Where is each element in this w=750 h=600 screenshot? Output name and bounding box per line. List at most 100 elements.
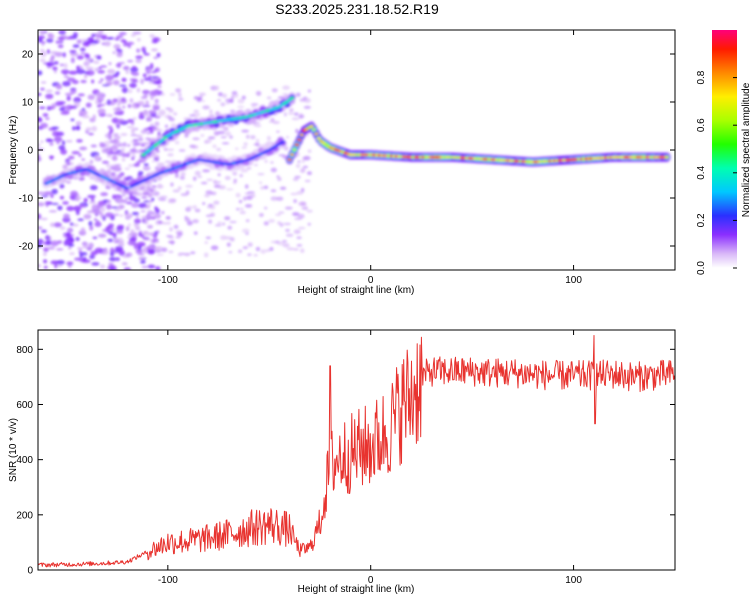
heatmap-cell — [118, 250, 126, 256]
heatmap-cell — [143, 163, 149, 167]
heatmap-cell — [170, 182, 174, 187]
heatmap-cell — [131, 155, 136, 158]
heatmap-cell — [118, 32, 127, 36]
heatmap-cell — [247, 191, 255, 194]
heatmap-cell — [140, 96, 148, 100]
heatmap-cell — [237, 98, 245, 104]
heatmap-cell — [202, 169, 211, 173]
heatmap-cell — [136, 37, 141, 42]
heatmap-cell — [82, 115, 90, 119]
heatmap-cell — [278, 211, 285, 214]
heatmap-cell — [288, 108, 294, 112]
heatmap-cell — [207, 203, 213, 207]
heatmap-cell — [126, 41, 135, 46]
heatmap-cell — [40, 51, 47, 57]
snr-frame — [37, 329, 676, 571]
heatmap-cell — [67, 77, 76, 82]
heatmap-cell — [38, 202, 45, 207]
heatmap-cell — [270, 240, 278, 244]
heatmap-cell — [112, 51, 116, 55]
heatmap-cell — [143, 127, 149, 131]
heatmap-cell — [300, 201, 307, 207]
heatmap-cell — [247, 253, 252, 256]
heatmap-cell — [64, 92, 73, 96]
heatmap-cell — [96, 55, 102, 60]
heatmap-cell — [146, 149, 151, 153]
heatmap-cell — [131, 157, 135, 160]
heatmap-cell — [276, 196, 284, 201]
heatmap-cell — [122, 105, 126, 109]
heatmap-cell — [192, 219, 199, 224]
chart-title: S233.2025.231.18.52.R19 — [275, 1, 439, 17]
heatmap-cell — [54, 136, 63, 143]
heatmap-cell — [271, 88, 278, 93]
heatmap-cell — [43, 62, 47, 65]
heatmap-cell — [135, 250, 143, 254]
heatmap-cell — [251, 106, 256, 109]
heatmap-cell — [303, 155, 311, 161]
heatmap-cell — [64, 63, 68, 69]
heatmap-cell — [193, 231, 198, 235]
spectrogram-heatmap — [38, 30, 671, 270]
heatmap-cell — [250, 103, 259, 106]
heatmap-cell — [194, 116, 198, 121]
heatmap-cell — [43, 252, 47, 256]
heatmap-cell — [93, 60, 100, 64]
colorbar: 0.0 0.2 0.4 0.6 0.8 Normalized spectral ampl… — [696, 30, 750, 275]
heatmap-cell — [276, 130, 280, 133]
heatmap-cell — [202, 202, 206, 205]
heatmap-cell — [42, 113, 49, 117]
heatmap-cell — [83, 214, 92, 220]
heatmap-cell — [125, 253, 130, 257]
heatmap-cell — [116, 118, 125, 123]
heatmap-cell — [125, 215, 131, 220]
heatmap-cell — [207, 136, 216, 140]
heatmap-cell — [104, 140, 111, 145]
heatmap-cell — [213, 181, 222, 184]
heatmap-cell — [147, 248, 156, 255]
heatmap-cell — [131, 211, 140, 216]
heatmap-cell — [205, 236, 212, 240]
heatmap-cell — [140, 219, 146, 222]
heatmap-cell — [38, 143, 41, 147]
heatmap-cell — [282, 243, 290, 248]
heatmap-cell — [82, 40, 91, 47]
heatmap-cell — [46, 61, 55, 67]
heatmap-cell — [113, 110, 121, 115]
heatmap-cell — [297, 160, 301, 163]
heatmap-cell — [67, 227, 74, 233]
heatmap-cell — [161, 210, 165, 215]
heatmap-cell — [108, 37, 115, 40]
heatmap-cell — [132, 146, 136, 150]
heatmap-cell — [43, 265, 48, 269]
heatmap-cell — [234, 147, 239, 151]
heatmap-cell — [132, 31, 142, 35]
heatmap-cell — [98, 81, 103, 84]
heatmap-cell — [221, 142, 230, 145]
heatmap-cell — [135, 214, 140, 219]
heatmap-cell — [168, 250, 174, 254]
heatmap-cell — [191, 145, 199, 149]
heatmap-cell — [132, 142, 141, 146]
heatmap-cell — [276, 175, 280, 178]
heatmap-cell — [153, 56, 158, 59]
heatmap-cell — [178, 97, 184, 101]
heatmap-cell — [180, 172, 186, 176]
heatmap-cell — [278, 154, 286, 157]
heatmap-cell — [292, 177, 299, 181]
heatmap-cell — [49, 51, 59, 54]
heatmap-cell — [91, 262, 100, 266]
heatmap-cell — [140, 215, 147, 219]
heatmap-cell — [131, 202, 140, 208]
heatmap-cell — [111, 117, 119, 124]
heatmap-cell — [127, 44, 131, 49]
heatmap-cell — [43, 259, 48, 264]
spectrogram-x-label: Height of straight line (km) — [298, 285, 415, 296]
heatmap-cell — [245, 134, 250, 139]
heatmap-cell — [254, 124, 262, 128]
heatmap-cell — [123, 65, 130, 71]
heatmap-cell — [167, 153, 174, 157]
heatmap-cell — [201, 99, 206, 103]
heatmap-cell — [81, 259, 91, 263]
heatmap-cell — [137, 174, 142, 177]
